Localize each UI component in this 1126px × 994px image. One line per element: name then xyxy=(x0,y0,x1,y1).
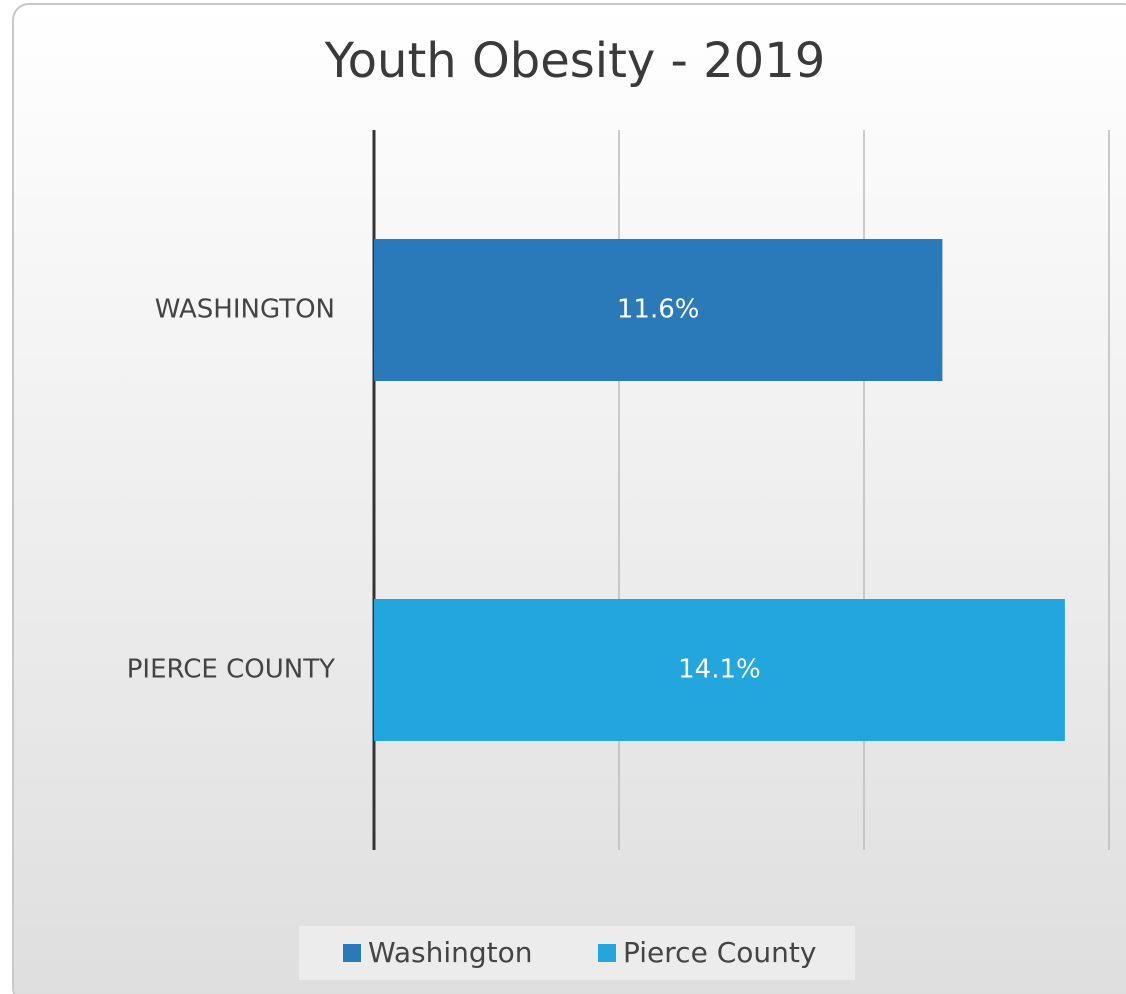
category-label: PIERCE COUNTY xyxy=(127,655,335,685)
legend-swatch xyxy=(343,944,361,962)
value-label: 11.6% xyxy=(617,295,700,325)
legend-label: Pierce County xyxy=(623,936,816,969)
bar xyxy=(374,599,1065,741)
chart-title: Youth Obesity - 2019 xyxy=(324,33,826,89)
legend-label: Washington xyxy=(368,936,533,969)
value-label: 14.1% xyxy=(678,655,761,685)
bar xyxy=(374,239,943,381)
chart-background xyxy=(12,3,1126,994)
legend-swatch xyxy=(598,944,616,962)
legend-box xyxy=(299,926,855,980)
category-label: WASHINGTON xyxy=(155,295,335,325)
